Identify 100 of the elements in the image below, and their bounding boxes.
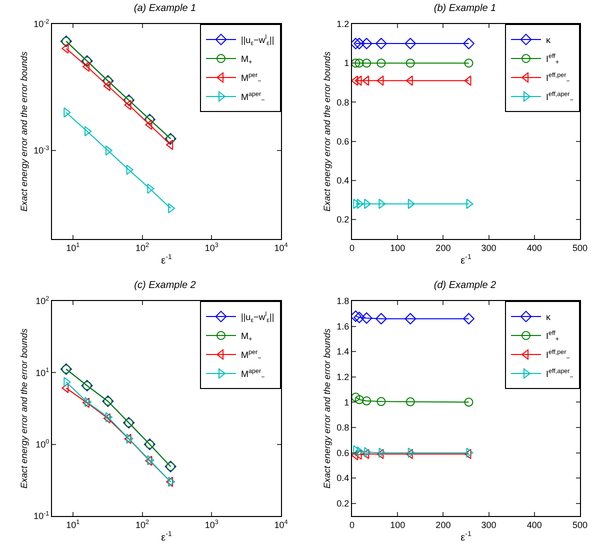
x-tick-label: 500 [572, 520, 588, 530]
point [356, 198, 364, 209]
y-tick-label: 10$^{-2}$ [34, 18, 50, 30]
point [147, 455, 154, 466]
point [353, 198, 360, 209]
x-tick-label: 100 [390, 520, 406, 530]
x-tick-label: 100 [390, 242, 406, 253]
x-axis-title: ε$^{-1}$ [460, 531, 472, 544]
point [376, 58, 386, 68]
y-tick-label: 1.2 [336, 19, 350, 30]
x-axis-title: ε$^{-1}$ [161, 254, 172, 266]
point [168, 476, 176, 487]
y-tick-label: 1 [344, 58, 350, 68]
point [464, 58, 474, 68]
point [354, 38, 365, 50]
x-tick-label: 400 [526, 520, 542, 530]
point [378, 448, 386, 458]
point [84, 126, 92, 136]
y-tick-label: 0.2 [336, 498, 350, 508]
x-tick-label: 10$^{1}$ [66, 519, 80, 530]
x-tick-label: 10$^{1}$ [66, 242, 80, 253]
y-tick-label: 10$^{-1}$ [34, 510, 50, 522]
point [168, 203, 176, 214]
y-axis-title: Exact energy error and the error bounds [322, 50, 332, 212]
point [352, 392, 360, 402]
point [354, 395, 364, 404]
y-tick-label: 1.4 [336, 346, 350, 357]
point [464, 76, 472, 86]
point [375, 313, 387, 324]
point [404, 38, 416, 50]
point [406, 58, 415, 68]
point [360, 312, 372, 324]
point [354, 58, 364, 68]
point [354, 450, 362, 460]
point [82, 62, 90, 72]
point [362, 58, 372, 68]
point [360, 38, 372, 50]
chart-title: (d) Example 2 [434, 280, 497, 292]
point [364, 447, 372, 458]
y-tick-label: 10$^{2}$ [36, 295, 50, 306]
point [362, 76, 370, 86]
point [378, 198, 386, 209]
chart-title: (b) Example 1 [434, 3, 496, 14]
y-tick-label: 0.8 [336, 422, 350, 433]
y-tick-label: 1.6 [336, 321, 350, 332]
x-tick-label: 10$^{4}$ [274, 242, 288, 253]
legend-label: M$_{+}$ [241, 54, 252, 66]
x-axis-title: ε$^{-1}$ [161, 531, 172, 544]
point [145, 120, 152, 130]
point [352, 58, 360, 68]
legend-label: ||u$_{ε}$−w$^{l}$$_{ε}$|| [241, 34, 274, 47]
chart-title: (c) Example 2 [134, 280, 196, 292]
legend-label: M$_{+}$ [241, 331, 252, 343]
point [126, 164, 134, 175]
x-tick-label: 400 [526, 242, 542, 253]
y-axis-title: Exact energy error and the error bounds [18, 328, 29, 489]
point [364, 198, 372, 209]
point [376, 76, 384, 86]
point [463, 38, 474, 50]
point [464, 398, 474, 407]
x-tick-label: 500 [572, 242, 588, 253]
x-tick-label: 10$^{4}$ [274, 519, 288, 530]
point [354, 76, 362, 86]
x-tick-label: 300 [481, 242, 496, 253]
y-tick-label: 1 [344, 397, 350, 408]
point [354, 312, 365, 324]
point [406, 76, 413, 86]
x-tick-label: 10$^{3}$ [204, 519, 219, 530]
y-tick-label: 10$^{-3}$ [34, 144, 50, 156]
point [362, 396, 372, 406]
point [166, 140, 174, 150]
y-axis-title: Exact energy error and the error bounds [322, 328, 332, 489]
y-tick-label: 1.8 [336, 296, 350, 306]
x-tick-label: 10$^{2}$ [135, 519, 150, 530]
x-tick-label: 10$^{3}$ [204, 242, 219, 253]
point [353, 445, 360, 456]
point [408, 198, 415, 209]
point [463, 313, 474, 324]
chart-title: (a) Example 1 [134, 3, 196, 14]
y-tick-label: 1.2 [336, 372, 350, 382]
x-tick-label: 0 [349, 520, 355, 530]
y-tick-label: 0.6 [336, 448, 350, 458]
x-tick-label: 0 [349, 242, 355, 253]
point [376, 397, 386, 406]
point [147, 184, 154, 194]
point [404, 313, 416, 324]
x-axis-title: ε$^{-1}$ [460, 254, 472, 266]
x-tick-label: 10$^{2}$ [135, 242, 150, 253]
x-tick-label: 300 [481, 520, 496, 530]
point [466, 198, 474, 209]
legend-label: κ [546, 312, 551, 322]
x-tick-label: 200 [436, 242, 451, 253]
y-tick-label: 0.2 [336, 214, 350, 225]
y-tick-label: 10$^{1}$ [36, 367, 50, 378]
y-tick-label: 0.6 [336, 136, 350, 146]
point [375, 38, 387, 50]
y-axis-title: Exact energy error and the error bounds [18, 50, 29, 212]
y-tick-label: 0.4 [336, 176, 350, 186]
point [406, 397, 415, 406]
y-tick-label: 10$^{0}$ [36, 438, 50, 450]
